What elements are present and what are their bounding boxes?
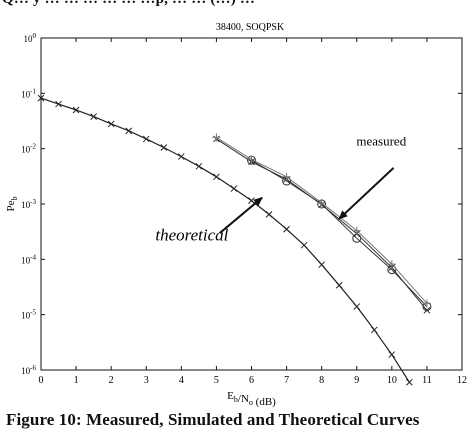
x-marker [230, 185, 238, 192]
x-marker [142, 135, 150, 143]
x-marker [90, 113, 97, 120]
plus-marker [282, 172, 291, 181]
x-marker [248, 197, 255, 204]
x-marker [55, 100, 62, 108]
x-tick-label: 4 [179, 375, 184, 386]
x-tick-label: 0 [39, 375, 44, 386]
plus-marker [212, 133, 221, 142]
x-tick-label: 5 [214, 375, 219, 386]
annotation-group: measured theoretical [155, 133, 406, 244]
x-tick-label: 11 [422, 375, 432, 386]
top-crop-text: Q… y … … … … … …p, … … (…) … [2, 0, 255, 8]
plot-axes [40, 37, 463, 371]
x-tick-label: 2 [109, 375, 114, 386]
y-axis-label: Peb [5, 197, 19, 212]
x-tick-label: 9 [354, 375, 359, 386]
x-marker [300, 241, 308, 249]
y-tick-label: 10-5 [21, 309, 36, 321]
plus-marker [352, 226, 361, 235]
x-marker [125, 127, 133, 135]
x-marker [37, 94, 45, 102]
annotation-arrow [219, 196, 263, 234]
theoretical-label: theoretical [155, 225, 228, 244]
figure-caption: Figure 10: Measured, Simulated and Theor… [6, 410, 420, 429]
x-tick-label: 1 [74, 375, 79, 386]
x-marker [160, 144, 168, 151]
tick-group: 0 1 2 3 4 5 6 7 8 9 10 11 1210010-110-210-310-410-51… [21, 32, 467, 386]
x-marker [72, 106, 80, 114]
y-tick-label: 10-1 [21, 87, 36, 99]
x-axis-label: Eb/No (dB) [227, 390, 276, 408]
x-marker [107, 120, 115, 128]
series-line [216, 138, 428, 311]
plus-marker [247, 155, 256, 164]
y-tick-label: 10-2 [21, 143, 36, 155]
y-tick-label: 10-6 [21, 364, 36, 376]
measured-label: measured [356, 133, 406, 148]
y-tick-label: 10-3 [21, 198, 36, 210]
plus-marker [387, 260, 396, 269]
x-tick-label: 3 [144, 375, 149, 386]
x-marker [335, 281, 343, 289]
x-marker [318, 261, 326, 269]
y-tick-label: 100 [24, 32, 37, 44]
x-tick-label: 10 [387, 375, 397, 386]
x-tick-label: 8 [319, 375, 324, 386]
x-marker [388, 351, 396, 358]
chart-title: 38400, SOQPSK [216, 22, 285, 33]
y-tick-label: 10-4 [21, 253, 36, 265]
x-marker [283, 225, 290, 233]
x-marker [406, 378, 413, 386]
plus-marker [422, 299, 431, 308]
x-marker [213, 173, 220, 181]
annotation-arrow [338, 167, 395, 220]
series-line [251, 159, 428, 307]
x-tick-label: 7 [284, 375, 289, 386]
x-marker [353, 303, 361, 310]
x-marker [177, 153, 185, 160]
series-line [40, 97, 410, 383]
series-group [37, 94, 432, 386]
x-marker [195, 162, 203, 170]
x-tick-label: 12 [457, 375, 467, 386]
x-tick-label: 6 [249, 375, 254, 386]
x-marker [370, 326, 378, 334]
plot-frame [40, 37, 463, 371]
x-marker [265, 210, 273, 218]
plus-marker [317, 198, 326, 207]
